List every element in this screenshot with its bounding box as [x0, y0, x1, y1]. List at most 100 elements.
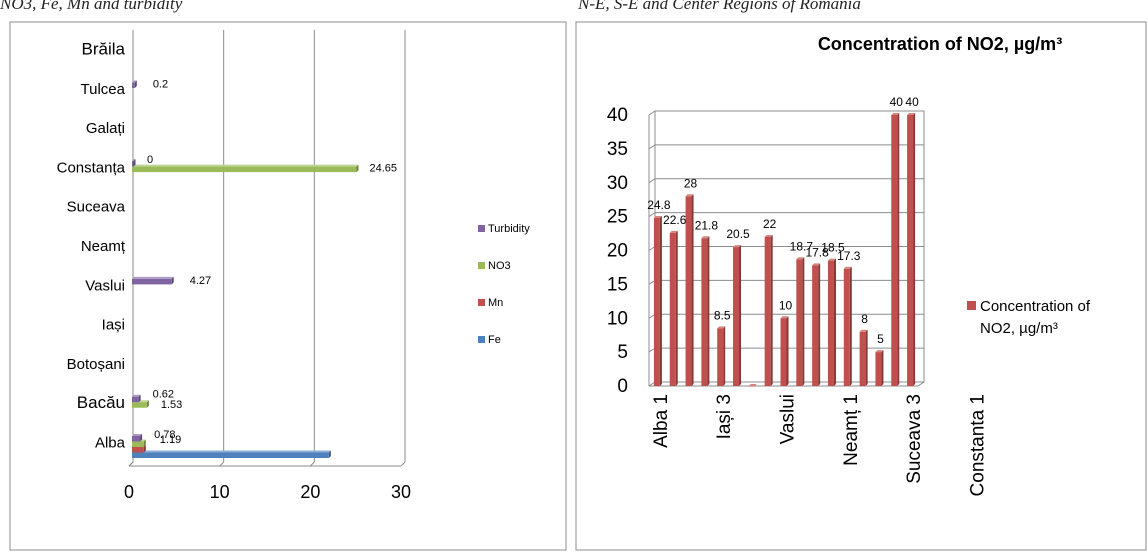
left-legend-label: Turbidity — [488, 223, 530, 235]
right-data-label: 40 — [890, 95, 904, 109]
left-chart-frame — [9, 21, 567, 551]
right-chart-title: Concentration of NO2, µg/m³ — [818, 34, 1062, 54]
left-legend-swatch — [478, 336, 485, 343]
right-bar-top — [796, 257, 805, 260]
left-bar-no3 — [132, 166, 357, 173]
right-data-label: 22 — [763, 217, 777, 231]
left-legend-label: NO3 — [488, 260, 511, 272]
left-data-label: 24.65 — [369, 163, 397, 175]
left-category-label: Iași — [102, 317, 125, 334]
left-bar-end — [140, 434, 143, 442]
left-bar-top — [132, 450, 331, 453]
right-grid-diag — [648, 212, 656, 218]
left-bar-turbidity — [132, 82, 135, 89]
right-bar-top — [733, 245, 742, 248]
right-bar-side — [691, 194, 694, 386]
right-bar-side — [802, 257, 805, 386]
right-category-label: Alba 1 — [651, 394, 672, 448]
right-data-label: 18.5 — [821, 241, 845, 255]
right-bar-top — [812, 263, 821, 266]
left-legend-swatch — [478, 225, 485, 232]
right-data-label: 21.8 — [695, 218, 719, 232]
left-bar-top — [132, 80, 137, 83]
left-category-label: Vaslui — [85, 277, 125, 294]
right-y-tick-label: 25 — [607, 207, 628, 228]
right-bar-side — [897, 113, 900, 386]
right-bar — [812, 265, 819, 386]
right-legend-swatch — [967, 301, 976, 310]
left-category-label: Brăila — [82, 40, 126, 59]
left-bar-turbidity — [132, 396, 139, 403]
right-bar-top — [827, 258, 836, 261]
left-bar-end — [328, 450, 331, 458]
left-category-label: Neamț — [81, 238, 126, 255]
right-y-tick-label: 35 — [607, 139, 628, 160]
left-bar-top — [132, 394, 141, 397]
left-category-label: Suceava — [67, 199, 126, 216]
left-bar-end — [138, 394, 141, 403]
left-bar-no3 — [132, 441, 144, 447]
right-legend-label-line1: Concentration of — [980, 298, 1091, 315]
right-bar-top — [891, 113, 900, 115]
right-figure-caption: N-E, S-E and Center Regions of Romania — [578, 0, 861, 13]
right-bar-side — [675, 230, 678, 386]
left-data-label: 0.2 — [153, 79, 168, 91]
right-bar-side — [913, 113, 916, 386]
right-bar — [653, 217, 660, 386]
right-bar-top — [843, 266, 852, 269]
left-floor-line — [400, 461, 406, 467]
right-data-label: 5 — [877, 332, 884, 346]
right-bar-side — [659, 215, 662, 386]
left-x-tick-label: 20 — [300, 482, 320, 502]
right-bar-top — [748, 384, 757, 386]
left-x-tick-label: 10 — [210, 482, 230, 502]
left-bar-end — [356, 164, 359, 173]
right-data-label: 22.6 — [663, 213, 687, 227]
right-category-label: Iași 3 — [714, 394, 735, 439]
right-floor-edge — [917, 381, 925, 387]
left-bar-chart: 0 10 20 30 Alba Bacău Botoșani Iași Vaslui Neamț S… — [57, 30, 530, 502]
left-data-label: 1.53 — [161, 399, 182, 411]
right-grid-diag — [648, 144, 656, 150]
right-bar-side — [707, 236, 710, 386]
left-x-tick-label: 0 — [124, 482, 134, 502]
left-bar-turbidity — [132, 436, 141, 442]
left-data-label: 0.62 — [153, 389, 174, 401]
left-data-label: 4.27 — [190, 275, 211, 287]
right-bar-side — [739, 245, 742, 386]
right-data-label: 8 — [861, 312, 868, 326]
right-bar-side — [833, 258, 836, 386]
right-category-label: Vaslui — [778, 394, 799, 444]
left-bar-top — [132, 159, 136, 162]
right-bar-top — [669, 230, 678, 233]
left-category-label: Tulcea — [81, 81, 126, 98]
right-grid-diag — [648, 110, 656, 116]
right-bar — [669, 232, 676, 386]
left-category-label: Constanța — [57, 159, 126, 176]
left-category-label: Galați — [86, 120, 125, 137]
right-bar-top — [717, 326, 726, 329]
right-y-tick-label: 15 — [607, 274, 628, 295]
right-bar-side — [818, 263, 821, 386]
right-data-label: 24.8 — [647, 198, 671, 212]
right-bar — [685, 196, 692, 386]
left-bar-end — [134, 80, 137, 89]
right-bar — [859, 331, 866, 386]
right-data-label: 20.5 — [726, 227, 750, 241]
right-y-tick-label: 10 — [607, 308, 628, 329]
right-bar-top — [859, 329, 868, 332]
left-bar-no3 — [132, 402, 147, 408]
left-bar-end — [143, 445, 146, 453]
left-bar-fe — [132, 452, 329, 458]
right-bar-side — [770, 234, 773, 386]
right-bar-side — [786, 316, 789, 386]
right-bar — [733, 247, 740, 386]
left-floor-line — [219, 461, 225, 467]
left-bar-top — [132, 276, 174, 279]
right-y-tick-label: 20 — [607, 241, 628, 262]
right-data-label: 17.3 — [837, 249, 861, 263]
left-floor-line — [309, 461, 315, 467]
right-data-label: 10 — [779, 298, 793, 312]
right-category-label: Suceava 3 — [904, 394, 925, 484]
